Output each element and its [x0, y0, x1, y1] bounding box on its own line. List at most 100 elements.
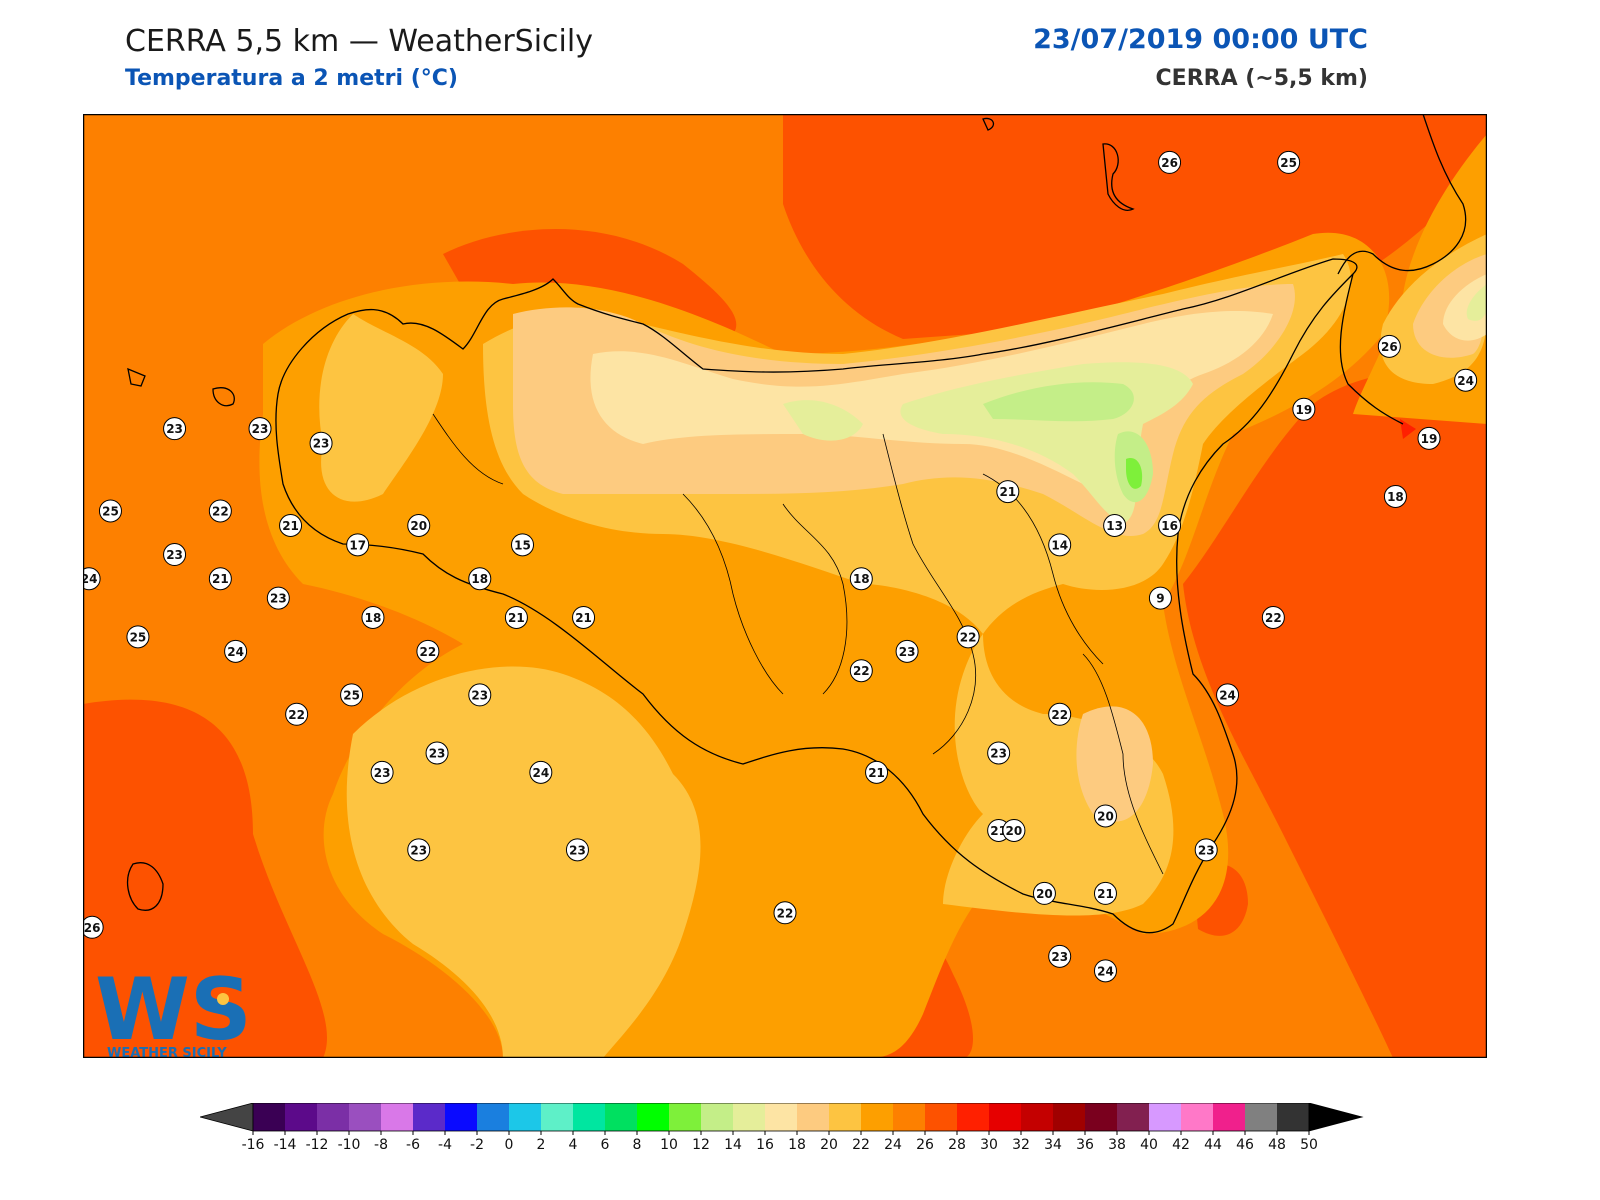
temperature-label: 23	[407, 838, 431, 862]
label-value: 23	[410, 843, 427, 857]
temperature-label: 22	[1048, 702, 1072, 726]
temperature-label: 24	[83, 567, 101, 591]
colorbar-cell	[957, 1103, 989, 1131]
label-marker	[773, 901, 797, 925]
colorbar-cell	[253, 1103, 285, 1131]
temperature-label: 22	[1261, 605, 1285, 629]
colorbar-cell	[1245, 1103, 1277, 1131]
label-marker	[987, 741, 1011, 765]
temperature-label: 23	[895, 639, 919, 663]
temperature-label: 21	[208, 567, 232, 591]
temperature-label: 21	[865, 760, 889, 784]
colorbar-under-arrow	[200, 1103, 254, 1132]
temperature-label: 22	[208, 499, 232, 523]
label-marker	[849, 567, 873, 591]
label-marker	[163, 417, 187, 441]
colorbar-cell	[925, 1103, 957, 1131]
label-value: 21	[282, 519, 299, 533]
label-marker	[1261, 605, 1285, 629]
label-marker	[529, 760, 553, 784]
colorbar-tick-label: 8	[633, 1137, 642, 1153]
label-marker	[1048, 702, 1072, 726]
temperature-colorbar: -16 -14 -12 -10 -8 -6 -4 -2 0 2 4 6 8 10 12 14 16 18 20 22 2…	[200, 1103, 1364, 1153]
colorbar-tick-label: -10	[338, 1137, 361, 1153]
label-value: 17	[349, 538, 366, 552]
temperature-label: 23	[425, 741, 449, 765]
label-value: 21	[212, 572, 229, 586]
label-marker	[1093, 881, 1117, 905]
label-value: 24	[1457, 374, 1474, 388]
label-value: 14	[1051, 538, 1068, 552]
label-marker	[468, 567, 492, 591]
label-marker	[208, 567, 232, 591]
temperature-labels: 26 25 26 24 19 19 18 23 23 23 25 22 21 20 21 13 16 17 15 14…	[83, 150, 1478, 983]
temperature-label: 21	[279, 513, 303, 537]
colorbar-tick-label: 14	[724, 1137, 742, 1153]
colorbar-tick-label: 2	[537, 1137, 546, 1153]
colorbar-tick-label: 20	[820, 1137, 838, 1153]
temperature-label: 18	[361, 605, 385, 629]
field-12-14	[983, 382, 1134, 422]
valid-time: 23/07/2019 00:00 UTC	[1033, 24, 1368, 55]
label-marker	[285, 702, 309, 726]
colorbar-cell	[861, 1103, 893, 1131]
label-marker	[1158, 513, 1182, 537]
colorbar-cell	[829, 1103, 861, 1131]
temperature-label: 20	[1032, 881, 1056, 905]
label-value: 24	[83, 572, 97, 586]
label-value: 18	[471, 572, 488, 586]
temperature-label: 22	[285, 702, 309, 726]
colorbar-tick-label: 50	[1300, 1137, 1318, 1153]
label-marker	[83, 915, 104, 939]
field-16-18-calabria	[1443, 274, 1487, 341]
label-value: 22	[777, 906, 794, 920]
label-value: 23	[166, 422, 183, 436]
coast-aeolian-2	[1102, 143, 1135, 211]
field-20-22-trapani	[319, 314, 443, 502]
colorbar-tick-label: 42	[1172, 1137, 1190, 1153]
coast-aeolian-1	[982, 117, 995, 131]
temperature-label: 14	[1048, 533, 1072, 557]
label-value: 22	[288, 708, 305, 722]
label-value: 23	[166, 548, 183, 562]
label-marker	[895, 639, 919, 663]
field-26-28-ionian	[1183, 370, 1487, 1058]
colorbar-tick-label: -16	[242, 1137, 265, 1153]
field-14-16-calabria	[1466, 284, 1487, 321]
label-value: 21	[508, 611, 525, 625]
colorbar-over-arrow	[1308, 1103, 1364, 1132]
temperature-label: 21	[1093, 881, 1117, 905]
logo-sun-icon	[217, 993, 229, 1005]
label-value: 19	[1296, 403, 1313, 417]
label-value: 22	[960, 630, 977, 644]
label-marker	[865, 760, 889, 784]
colorbar-tick-label: 32	[1012, 1137, 1030, 1153]
colorbar-cell	[285, 1103, 317, 1131]
label-value: 26	[84, 921, 101, 935]
label-marker	[279, 513, 303, 537]
label-marker	[1148, 586, 1172, 610]
label-value: 23	[270, 592, 287, 606]
colorbar-cell	[1277, 1103, 1309, 1131]
map-title: CERRA 5,5 km — WeatherSicily	[125, 24, 593, 59]
label-marker	[1158, 150, 1182, 174]
label-value: 18	[1387, 490, 1404, 504]
label-value: 22	[1051, 708, 1068, 722]
label-value: 13	[1106, 519, 1123, 533]
colorbar-cell	[1181, 1103, 1213, 1131]
colorbar-cell	[1149, 1103, 1181, 1131]
temperature-label: 24	[1093, 959, 1117, 983]
map-frame	[83, 114, 1487, 1058]
temperature-label: 23	[565, 838, 589, 862]
label-marker	[1194, 838, 1218, 862]
label-value: 24	[532, 766, 549, 780]
colorbar-tick-label: 38	[1108, 1137, 1126, 1153]
label-value: 23	[429, 747, 446, 761]
label-marker	[1103, 513, 1127, 537]
temperature-label: 24	[1216, 683, 1240, 707]
temperature-label: 24	[1454, 368, 1478, 392]
colorbar-cell	[733, 1103, 765, 1131]
logo-mark: WS	[95, 960, 252, 1058]
colorbar-tick-label: -2	[470, 1137, 484, 1153]
label-marker	[346, 533, 370, 557]
